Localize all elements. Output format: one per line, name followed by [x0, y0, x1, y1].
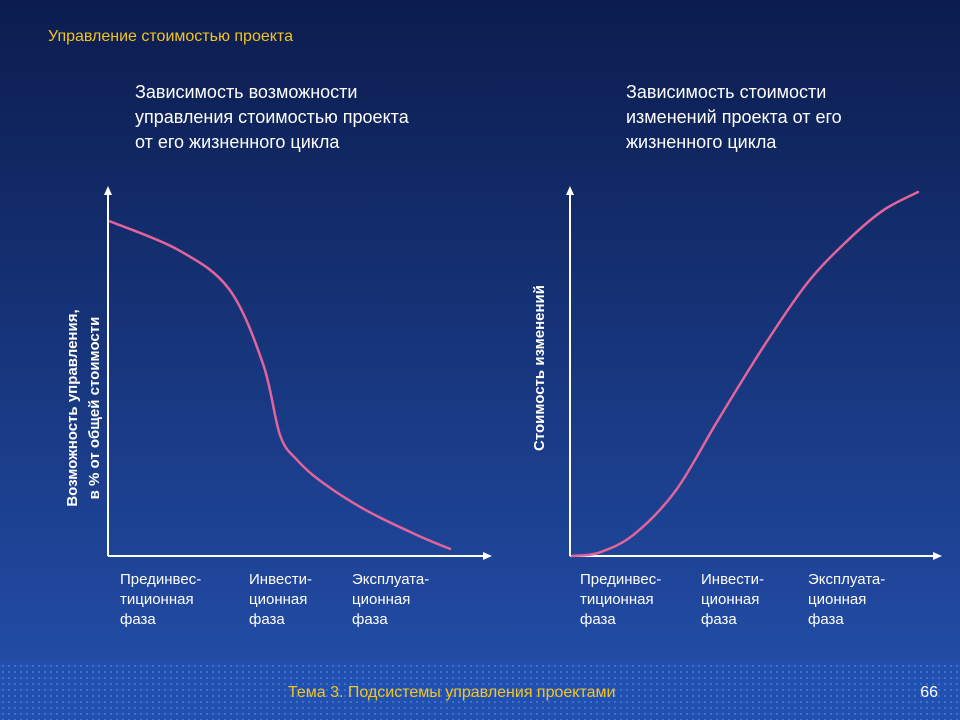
- x-tick-line: ционная: [701, 591, 760, 608]
- x-tick-line: фаза: [580, 611, 616, 628]
- x-tick-line: тиционная: [580, 591, 654, 608]
- x-tick-line: Инвести-: [249, 571, 312, 588]
- chart-title-line: изменений проекта от его: [626, 107, 842, 127]
- x-tick-line: фаза: [352, 611, 388, 628]
- y-axis-label-left: Возможность управления, в % от общей сто…: [62, 258, 106, 558]
- x-tick-label-right-2: Инвести- ционная фаза: [701, 570, 764, 630]
- series-line-right: [570, 190, 920, 558]
- x-tick-label-right-3: Эксплуата- ционная фаза: [808, 570, 885, 630]
- chart-title-line: от его жизненного цикла: [135, 132, 340, 152]
- chart-title-line: Зависимость стоимости: [626, 82, 827, 102]
- x-tick-line: Прединвес-: [580, 571, 662, 588]
- footer-text: Тема 3. Подсистемы управления проектами: [288, 684, 616, 701]
- y-axis-label-line: Возможность управления,: [64, 309, 81, 507]
- x-tick-line: фаза: [701, 611, 737, 628]
- y-axis-label-line: Стоимость изменений: [531, 285, 548, 451]
- x-tick-label-left-3: Эксплуата- ционная фаза: [352, 570, 429, 630]
- series-line-left: [108, 220, 452, 551]
- x-tick-line: ционная: [352, 591, 411, 608]
- chart-title-line: Зависимость возможности: [135, 82, 358, 102]
- x-tick-line: Инвести-: [701, 571, 764, 588]
- x-tick-label-right-1: Прединвес- тиционная фаза: [580, 570, 661, 630]
- chart-title-line: управления стоимостью проекта: [135, 107, 409, 127]
- y-axis-label-right: Стоимость изменений: [529, 268, 551, 468]
- x-tick-line: ционная: [249, 591, 308, 608]
- chart-title-right: Зависимость стоимости изменений проекта …: [626, 80, 842, 155]
- footer-band: [0, 663, 960, 720]
- x-tick-line: фаза: [120, 611, 156, 628]
- x-tick-line: фаза: [249, 611, 285, 628]
- chart-title-line: жизненного цикла: [626, 132, 777, 152]
- header-title: Управление стоимостью проекта: [48, 28, 293, 45]
- x-tick-label-left-2: Инвести- ционная фаза: [249, 570, 312, 630]
- x-tick-label-left-1: Прединвес- тиционная фаза: [120, 570, 201, 630]
- chart-title-left: Зависимость возможности управления стоим…: [135, 80, 409, 155]
- x-tick-line: ционная: [808, 591, 867, 608]
- x-tick-line: Эксплуата-: [352, 571, 430, 588]
- y-axis-label-line: в % от общей стоимости: [86, 316, 103, 500]
- x-tick-line: фаза: [808, 611, 844, 628]
- x-tick-line: Прединвес-: [120, 571, 202, 588]
- page-number: 66: [920, 684, 938, 701]
- x-tick-line: Эксплуата-: [808, 571, 886, 588]
- x-tick-line: тиционная: [120, 591, 194, 608]
